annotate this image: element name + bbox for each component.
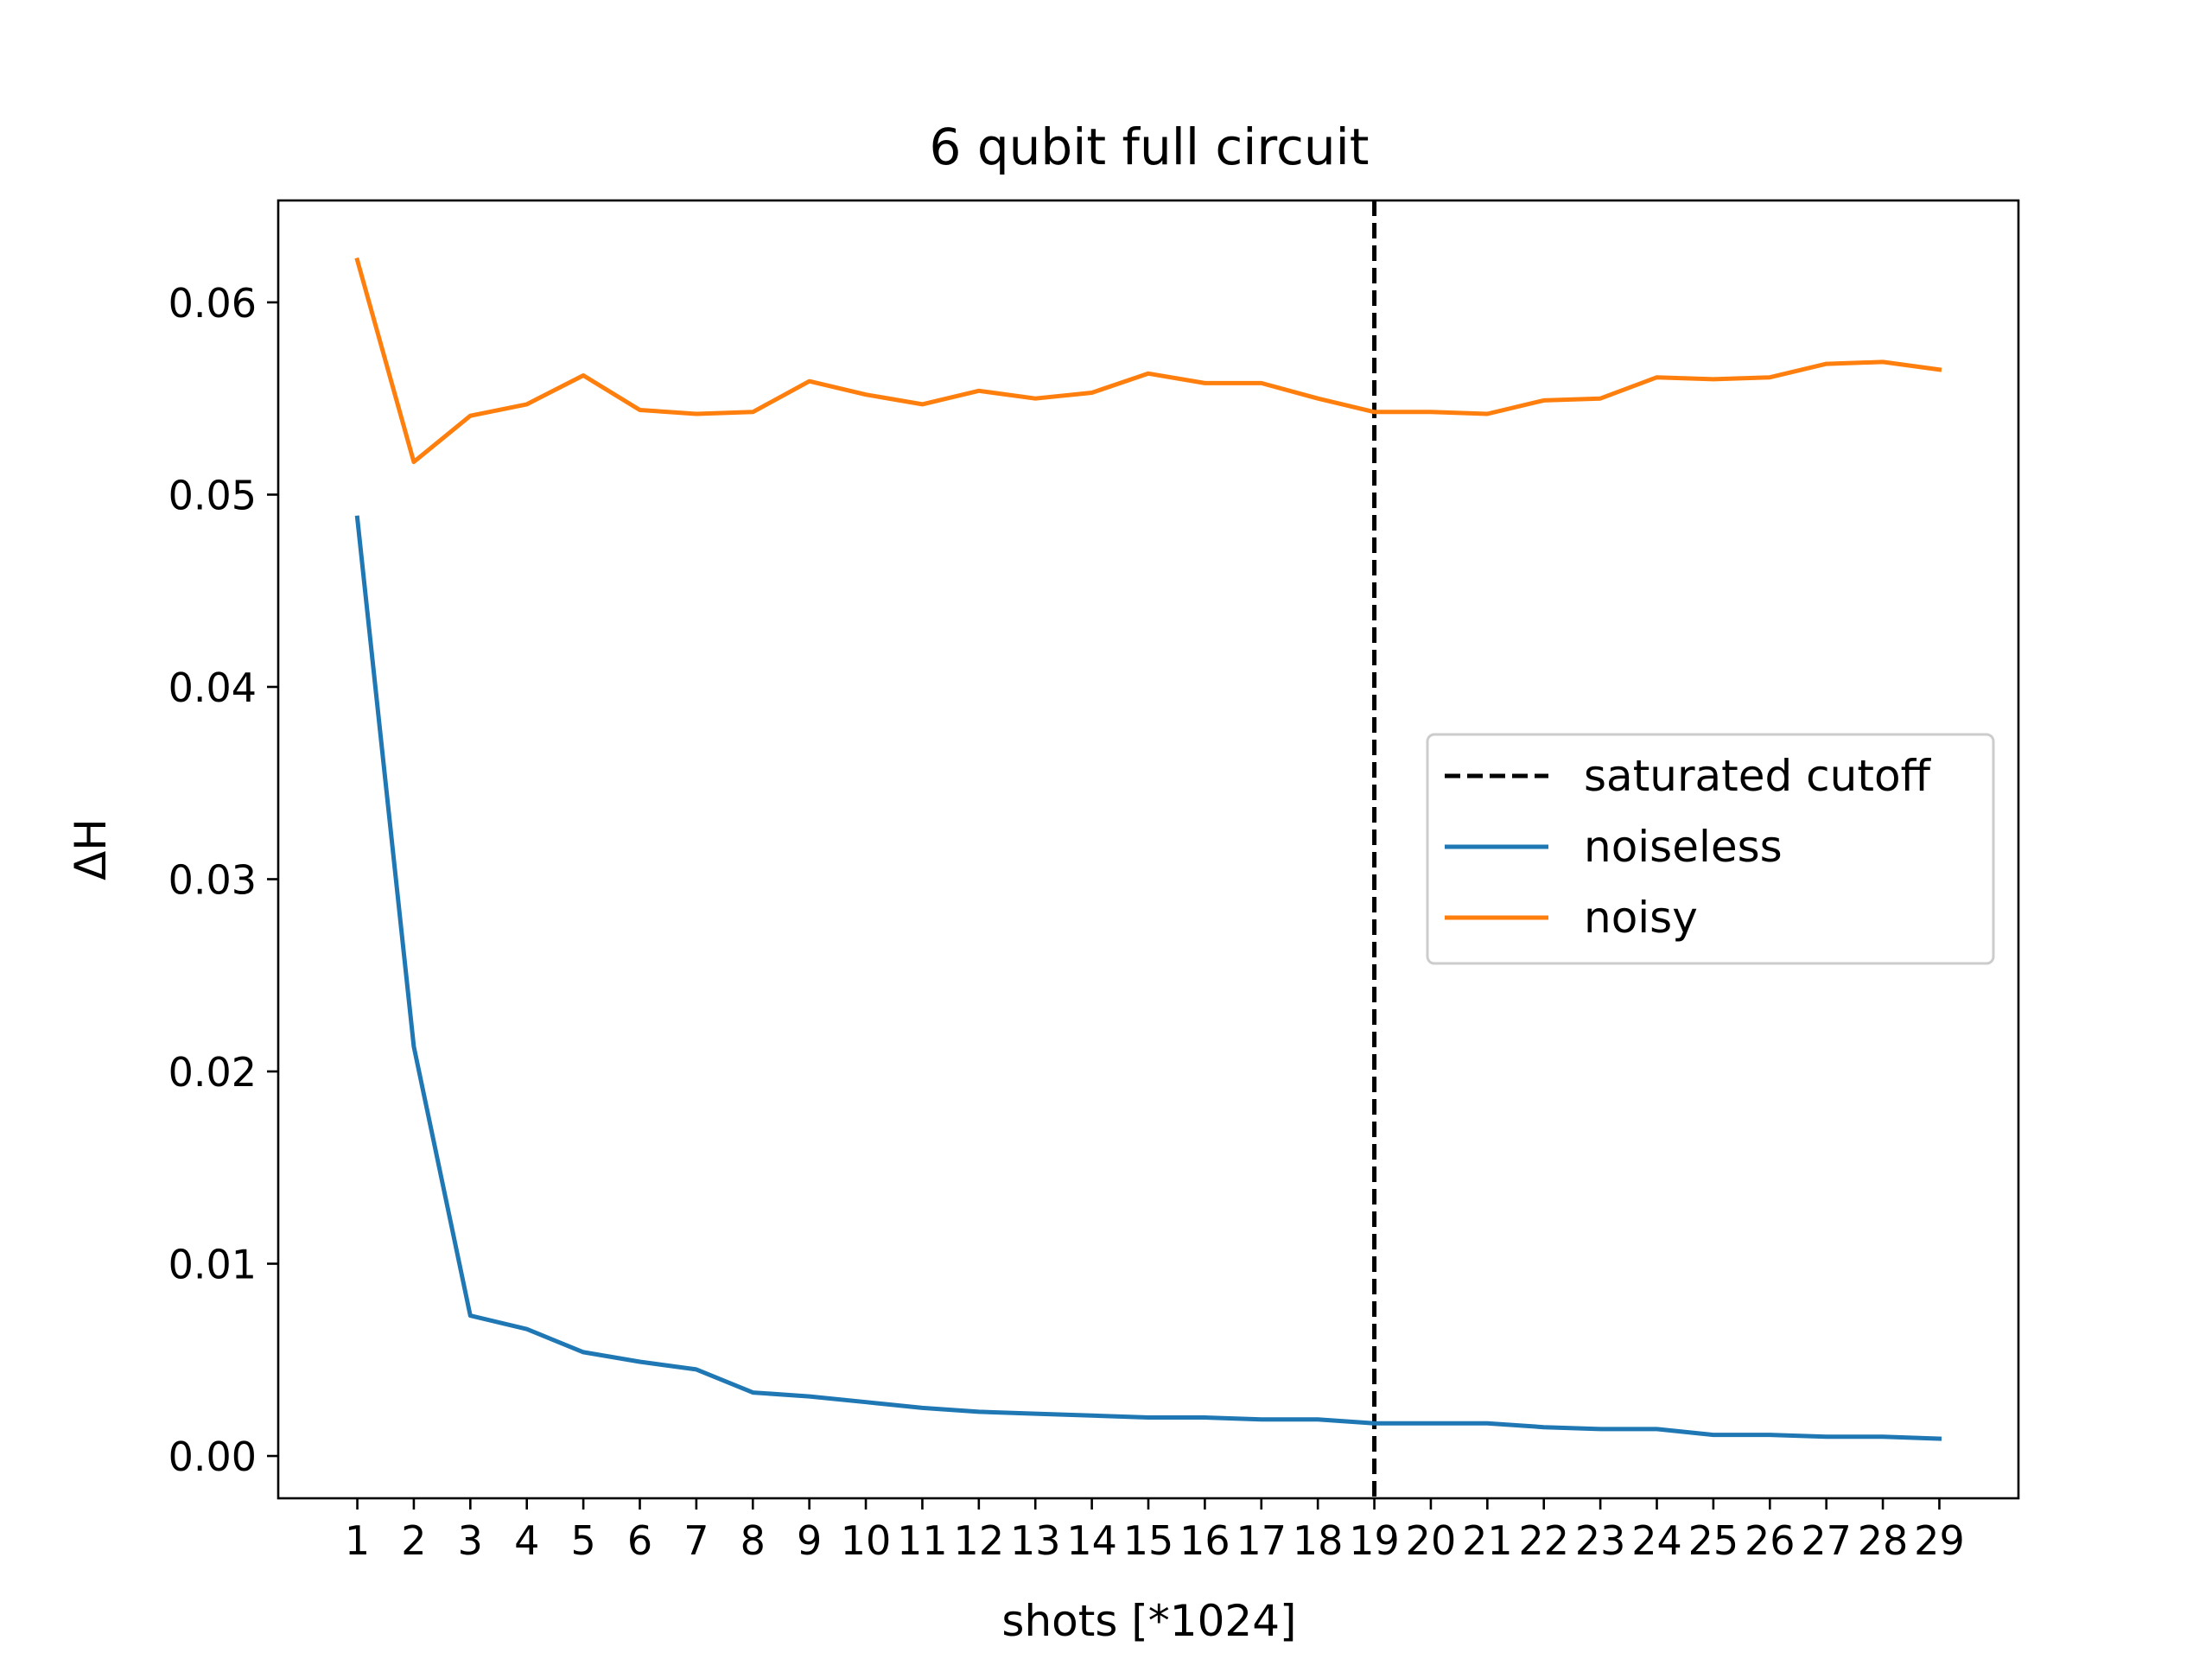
x-tick-label: 1 [345, 1517, 370, 1564]
y-tick-label: 0.04 [168, 664, 257, 711]
x-tick-label: 2 [401, 1517, 426, 1564]
x-tick-label: 18 [1293, 1517, 1344, 1564]
x-tick-label: 10 [841, 1517, 892, 1564]
plot-area [354, 200, 1942, 1498]
x-tick-label: 14 [1066, 1517, 1117, 1564]
x-tick-label: 4 [514, 1517, 539, 1564]
series-line-noiseless [354, 515, 1942, 1441]
y-tick-label: 0.05 [168, 472, 257, 518]
y-axis: 0.00 0.01 0.02 0.03 0.04 0.05 0.06 [168, 280, 278, 1480]
x-tick-label: 24 [1631, 1517, 1682, 1564]
legend: saturated cutoff noiseless noisy [1426, 733, 1995, 965]
y-tick-label: 0.02 [168, 1049, 257, 1096]
x-tick-label: 6 [627, 1517, 652, 1564]
x-tick-label: 7 [683, 1517, 709, 1564]
x-tick-label: 25 [1688, 1517, 1739, 1564]
x-tick-label: 11 [897, 1517, 948, 1564]
y-tick-label: 0.03 [168, 856, 257, 903]
x-tick-label: 15 [1123, 1517, 1174, 1564]
x-tick-label: 26 [1745, 1517, 1796, 1564]
x-tick-label: 5 [570, 1517, 595, 1564]
x-tick-label: 29 [1914, 1517, 1965, 1564]
y-tick-label: 0.00 [168, 1433, 257, 1480]
x-tick-label: 16 [1179, 1517, 1230, 1564]
x-tick-label: 28 [1858, 1517, 1909, 1564]
legend-label-saturated-cutoff: saturated cutoff [1584, 751, 1932, 801]
x-tick-label: 9 [797, 1517, 822, 1564]
x-tick-label: 19 [1349, 1517, 1400, 1564]
x-tick-label: 23 [1575, 1517, 1626, 1564]
x-tick-label: 3 [458, 1517, 483, 1564]
x-tick-label: 27 [1801, 1517, 1852, 1564]
y-axis-label: ΔH [66, 818, 116, 880]
x-axis: 1 2 3 4 5 6 7 8 9 10 11 12 13 14 15 16 17 18 19 20 21 22 23 24 2… [345, 1498, 1965, 1564]
y-tick-label: 0.06 [168, 280, 257, 327]
x-tick-label: 8 [741, 1517, 766, 1564]
series-line-noisy [354, 257, 1942, 465]
legend-label-noiseless: noiseless [1584, 822, 1783, 872]
chart-title: 6 qubit full circuit [930, 118, 1370, 176]
x-tick-label: 21 [1462, 1517, 1513, 1564]
y-tick-label: 0.01 [168, 1242, 257, 1288]
x-tick-label: 22 [1518, 1517, 1569, 1564]
x-tick-label: 12 [954, 1517, 1005, 1564]
x-tick-label: 13 [1010, 1517, 1061, 1564]
legend-box [1426, 733, 1995, 965]
x-axis-label: shots [*1024] [1001, 1596, 1296, 1646]
legend-label-noisy: noisy [1584, 893, 1698, 943]
x-tick-label: 20 [1406, 1517, 1457, 1564]
x-tick-label: 17 [1236, 1517, 1287, 1564]
